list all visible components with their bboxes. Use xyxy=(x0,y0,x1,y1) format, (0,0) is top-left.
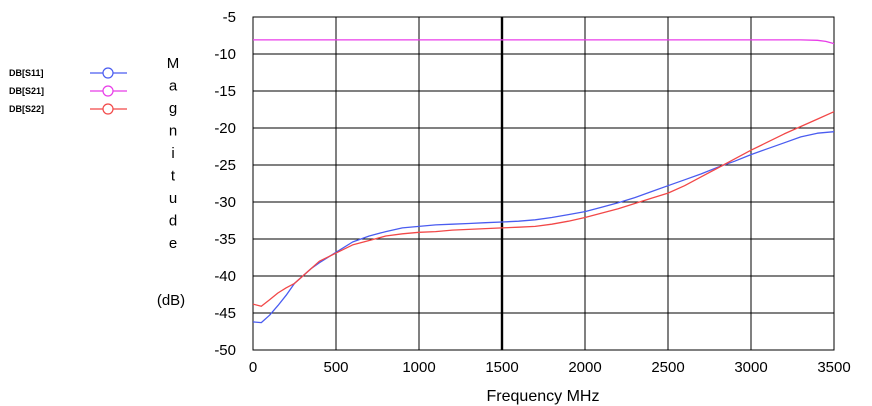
x-tick-labels: 0 500 1000 1500 2000 2500 3000 3500 xyxy=(249,359,851,376)
y-tick-label: -30 xyxy=(214,194,236,211)
legend-label: DB[S11] xyxy=(9,68,44,78)
x-tick-label: 3500 xyxy=(817,359,850,376)
y-label-letter: d xyxy=(169,213,177,230)
y-tick-label: -45 xyxy=(214,305,236,322)
x-tick-label: 500 xyxy=(323,359,348,376)
legend-marker-db-s11- xyxy=(102,67,114,79)
x-tick-label: 0 xyxy=(249,359,257,376)
y-tick-label: -5 xyxy=(223,9,236,26)
y-label-letter: M xyxy=(167,55,180,72)
y-label-letter: a xyxy=(169,78,178,95)
y-tick-label: -50 xyxy=(214,342,236,359)
legend: DB[S11] DB[S21] DB[S22] xyxy=(9,67,127,115)
y-tick-label: -25 xyxy=(214,157,236,174)
series-line-db-s21- xyxy=(253,39,835,45)
y-tick-label: -40 xyxy=(214,268,236,285)
series-line-db-s22- xyxy=(252,111,835,307)
y-tick-labels: -5 -10 -15 -20 -25 -30 -35 -40 -45 -50 xyxy=(214,9,236,359)
legend-label: DB[S21] xyxy=(9,86,44,96)
y-tick-label: -10 xyxy=(214,46,236,63)
plot-grid xyxy=(252,16,835,351)
y-label-letter: g xyxy=(169,100,177,117)
series-line-db-s11- xyxy=(252,131,835,324)
legend-marker-db-s21- xyxy=(102,85,114,97)
x-axis-label: Frequency MHz xyxy=(487,388,600,405)
y-label-unit: (dB) xyxy=(157,292,185,309)
y-tick-label: -20 xyxy=(214,120,236,137)
data-series xyxy=(252,39,835,324)
y-label-letter: e xyxy=(169,235,177,252)
legend-marker-db-s22- xyxy=(102,103,114,115)
x-tick-label: 3000 xyxy=(734,359,767,376)
plot-frame xyxy=(252,16,835,351)
y-label-letter: t xyxy=(171,168,176,185)
y-tick-label: -15 xyxy=(214,83,236,100)
y-label-letter: u xyxy=(169,190,177,207)
x-tick-label: 1500 xyxy=(485,359,518,376)
y-label-letter: n xyxy=(169,123,177,140)
y-label-letter: i xyxy=(171,145,174,162)
x-tick-label: 2000 xyxy=(568,359,601,376)
legend-label: DB[S22] xyxy=(9,104,44,114)
x-tick-label: 2500 xyxy=(651,359,684,376)
y-tick-label: -35 xyxy=(214,231,236,248)
x-tick-label: 1000 xyxy=(402,359,435,376)
